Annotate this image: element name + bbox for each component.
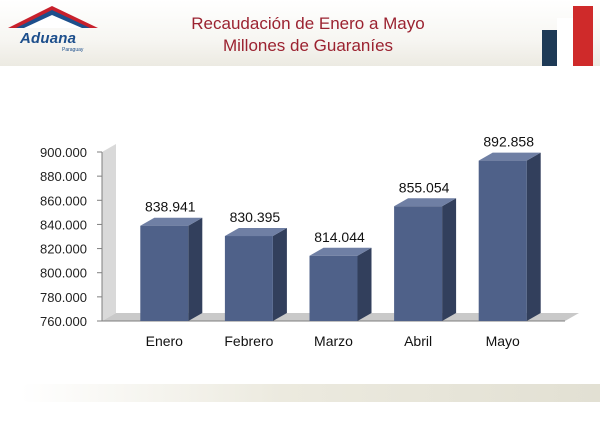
logo-subtitle: Paraguay — [62, 47, 84, 53]
flag-stripe-red — [573, 6, 593, 66]
data-label: 892.858 — [483, 134, 534, 150]
roof-icon — [8, 6, 98, 28]
bar-top — [394, 198, 457, 207]
x-tick-label: Marzo — [314, 333, 353, 349]
flag-stripe-blue — [542, 30, 557, 66]
chart-bars — [140, 152, 541, 321]
bar-top — [309, 247, 372, 256]
bar-side — [272, 228, 287, 321]
x-tick-label: Abril — [404, 333, 432, 349]
y-tick-label: 900.000 — [40, 145, 87, 160]
y-tick-label: 800.000 — [40, 266, 87, 281]
data-label: 830.395 — [230, 209, 281, 225]
data-label: 814.044 — [314, 229, 365, 245]
logo-name: Aduana — [20, 30, 77, 47]
aduana-logo: Aduana Paraguay — [6, 4, 102, 56]
y-tick-label: 780.000 — [40, 290, 87, 305]
flag-stripe-white — [557, 18, 573, 66]
bar-side — [442, 198, 457, 321]
y-tick-label: 840.000 — [40, 217, 87, 232]
bar — [140, 225, 189, 321]
header-band — [0, 0, 600, 66]
page-subtitle: Millones de Guaraníes — [222, 36, 394, 55]
bar-side — [357, 247, 372, 321]
bar-top — [224, 228, 287, 237]
data-label: 838.941 — [145, 199, 196, 215]
bar-side — [188, 217, 203, 321]
bar — [224, 236, 273, 321]
x-tick-label: Febrero — [224, 333, 273, 349]
y-tick-label: 760.000 — [40, 314, 87, 329]
bar — [478, 160, 527, 321]
bar — [394, 206, 443, 321]
chart-labels: 760.000 780.000 800.000 820.000 840.000 860.0… — [40, 134, 534, 349]
bar-side — [526, 152, 541, 321]
y-tick-label: 820.000 — [40, 242, 87, 257]
bar-top — [140, 217, 203, 226]
y-tick-label: 860.000 — [40, 193, 87, 208]
page-title: Recaudación de Enero a Mayo — [191, 14, 425, 33]
data-label: 855.054 — [399, 179, 450, 195]
chart-back-wall — [102, 144, 116, 321]
x-tick-label: Enero — [146, 333, 184, 349]
bar — [309, 255, 358, 321]
bar-top — [478, 152, 541, 161]
footer-band — [20, 384, 600, 402]
y-tick-label: 880.000 — [40, 169, 87, 184]
x-tick-label: Mayo — [486, 333, 520, 349]
